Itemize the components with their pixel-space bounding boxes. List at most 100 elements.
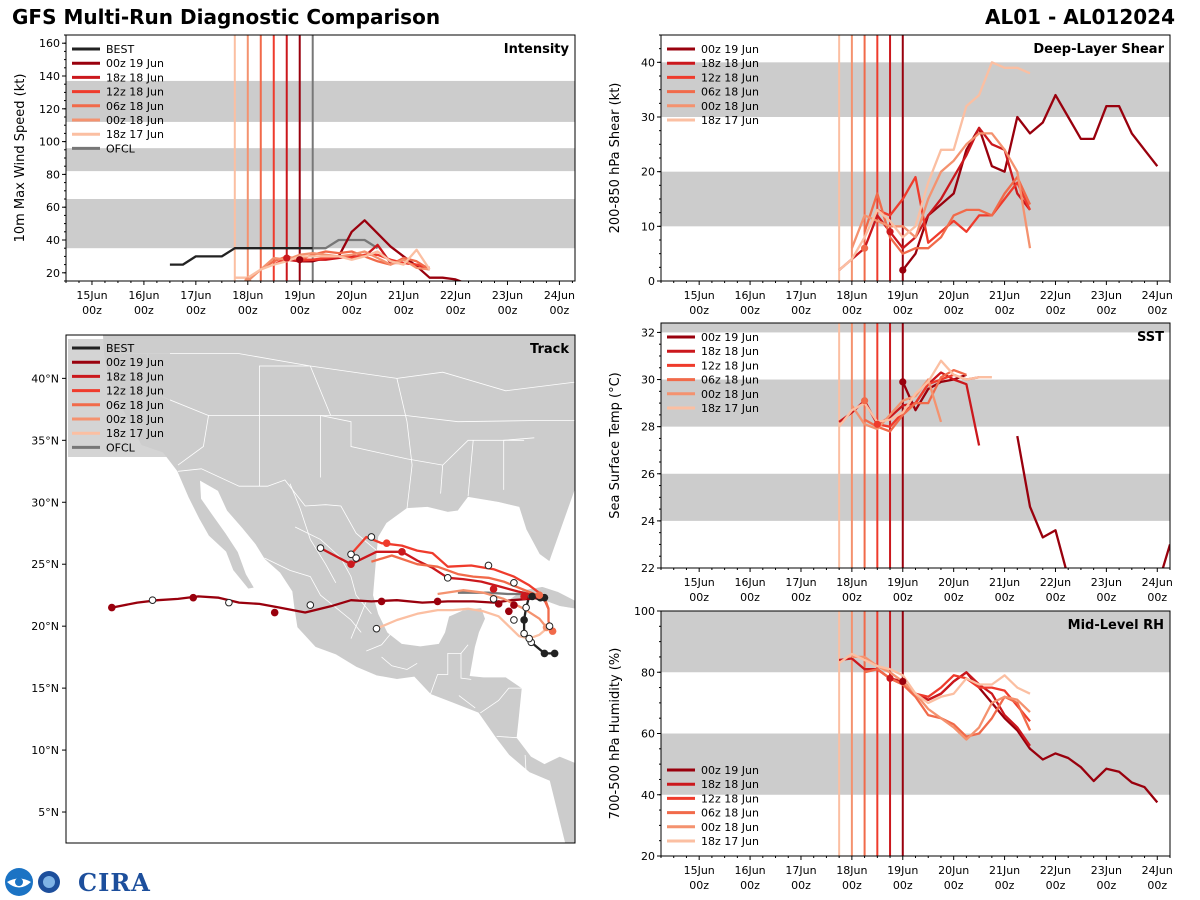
border-line bbox=[177, 468, 380, 554]
x-tick-label: 00z bbox=[1096, 304, 1116, 317]
x-tick-label: 17Jun bbox=[785, 576, 816, 589]
shaded-band bbox=[66, 148, 575, 172]
series-marker bbox=[861, 397, 869, 405]
y-tick-label: 140 bbox=[39, 70, 60, 83]
x-tick-label: 23Jun bbox=[1091, 864, 1122, 877]
border-line bbox=[350, 601, 367, 639]
x-tick-label: 00z bbox=[944, 304, 964, 317]
series-line bbox=[838, 652, 1031, 705]
track-point bbox=[520, 592, 528, 601]
shaded-band bbox=[66, 199, 575, 249]
x-tick-label: 00z bbox=[82, 304, 102, 317]
shaded-band bbox=[661, 611, 1170, 673]
x-tick-label: 22Jun bbox=[1040, 864, 1071, 877]
y-tick-label: 20 bbox=[641, 166, 655, 179]
y-tick-label: 0 bbox=[648, 275, 655, 288]
track-point bbox=[510, 616, 518, 624]
border-line bbox=[320, 415, 525, 478]
y-tick-label: 120 bbox=[39, 103, 60, 116]
x-tick-label: 19Jun bbox=[887, 576, 918, 589]
x-tick-label: 00z bbox=[842, 879, 862, 892]
x-tick-label: 00z bbox=[995, 304, 1015, 317]
y-axis-label: Sea Surface Temp (°C) bbox=[608, 372, 623, 519]
track-point bbox=[489, 585, 498, 593]
x-tick-label: 00z bbox=[740, 591, 760, 604]
series-marker bbox=[244, 277, 252, 281]
legend-label: 12z 18 Jun bbox=[106, 385, 164, 398]
legend-label: 12z 18 Jun bbox=[701, 792, 759, 805]
plot-area bbox=[66, 35, 575, 281]
legend-label: BEST bbox=[106, 342, 134, 355]
x-tick-label: 23Jun bbox=[1091, 576, 1122, 589]
land-mass bbox=[66, 335, 575, 843]
plot-area bbox=[661, 35, 1170, 281]
track-point bbox=[510, 579, 518, 587]
legend-label: 18z 17 Jun bbox=[106, 427, 164, 440]
lat-tick-label: 20°N bbox=[31, 620, 59, 633]
x-tick-label: 00z bbox=[689, 879, 709, 892]
legend-label: 18z 17 Jun bbox=[701, 835, 759, 848]
y-tick-label: 80 bbox=[46, 168, 60, 181]
x-tick-label: 00z bbox=[995, 879, 1015, 892]
legend-label: 18z 18 Jun bbox=[701, 57, 759, 70]
track-line bbox=[371, 554, 554, 632]
x-tick-label: 24Jun bbox=[1142, 864, 1173, 877]
y-axis-label: 700-500 hPa Humidity (%) bbox=[608, 648, 623, 820]
series-line bbox=[901, 93, 1159, 271]
legend-label: 18z 17 Jun bbox=[106, 128, 164, 141]
legend-label: 06z 18 Jun bbox=[701, 807, 759, 820]
y-tick-label: 20 bbox=[46, 267, 60, 280]
legend-label: 18z 18 Jun bbox=[106, 370, 164, 383]
cira-logo: CIRA bbox=[4, 866, 151, 898]
series-marker bbox=[899, 677, 907, 686]
x-tick-label: 00z bbox=[893, 879, 913, 892]
legend-label: 00z 19 Jun bbox=[106, 57, 164, 70]
y-tick-label: 30 bbox=[641, 111, 655, 124]
x-tick-label: 00z bbox=[740, 304, 760, 317]
border-line bbox=[430, 644, 469, 695]
figure-title: GFS Multi-Run Diagnostic Comparison bbox=[12, 5, 441, 29]
x-tick-label: 20Jun bbox=[336, 289, 367, 302]
x-tick-label: 00z bbox=[498, 304, 518, 317]
shaded-band bbox=[661, 62, 1170, 117]
border-line bbox=[440, 465, 444, 494]
x-tick-label: 00z bbox=[791, 879, 811, 892]
x-tick-label: 22Jun bbox=[1040, 576, 1071, 589]
legend-label: 00z 18 Jun bbox=[701, 821, 759, 834]
y-tick-label: 22 bbox=[641, 562, 655, 575]
logo-text: CIRA bbox=[78, 867, 151, 897]
x-tick-label: 23Jun bbox=[492, 289, 523, 302]
panel-track: 5°N 10°N 15°N 20°N 25°N 30°N 35°N 40°N Track BEST… bbox=[31, 334, 576, 844]
x-tick-label: 15Jun bbox=[76, 289, 107, 302]
track-point bbox=[316, 544, 325, 552]
x-tick-label: 00z bbox=[740, 879, 760, 892]
track-point bbox=[489, 595, 498, 603]
x-tick-label: 17Jun bbox=[785, 864, 816, 877]
series-marker bbox=[873, 420, 881, 428]
track-point bbox=[382, 539, 391, 547]
x-tick-label: 00z bbox=[689, 591, 709, 604]
lat-tick-label: 30°N bbox=[31, 496, 59, 509]
border-line bbox=[496, 736, 518, 739]
y-tick-label: 30 bbox=[641, 374, 655, 387]
series-marker bbox=[886, 674, 894, 682]
x-tick-label: 00z bbox=[186, 304, 206, 317]
y-tick-label: 100 bbox=[634, 605, 655, 618]
border-line bbox=[258, 365, 332, 487]
panel-intensity: 20 40 60 80 100 120 140 160 15Jun 00z 16Jun 00z 17Ju… bbox=[13, 34, 576, 317]
legend-label: 00z 18 Jun bbox=[701, 100, 759, 113]
x-tick-label: 22Jun bbox=[440, 289, 471, 302]
panel-rh: 20 40 60 80 100 15Jun 00z 16Jun 00z 17Jun 00z 18Jun… bbox=[608, 605, 1173, 892]
series-marker bbox=[899, 378, 907, 386]
legend-label: BEST bbox=[106, 43, 134, 56]
track-line bbox=[111, 595, 541, 614]
border-line bbox=[264, 557, 362, 633]
series-line bbox=[850, 378, 943, 431]
series-line bbox=[838, 61, 1031, 271]
y-tick-label: 40 bbox=[641, 56, 655, 69]
track-point bbox=[535, 591, 544, 599]
track-point bbox=[540, 649, 549, 658]
track-point bbox=[505, 607, 513, 616]
panel-title: Mid-Level RH bbox=[1068, 618, 1164, 633]
noaa-logo-icon bbox=[5, 868, 60, 896]
